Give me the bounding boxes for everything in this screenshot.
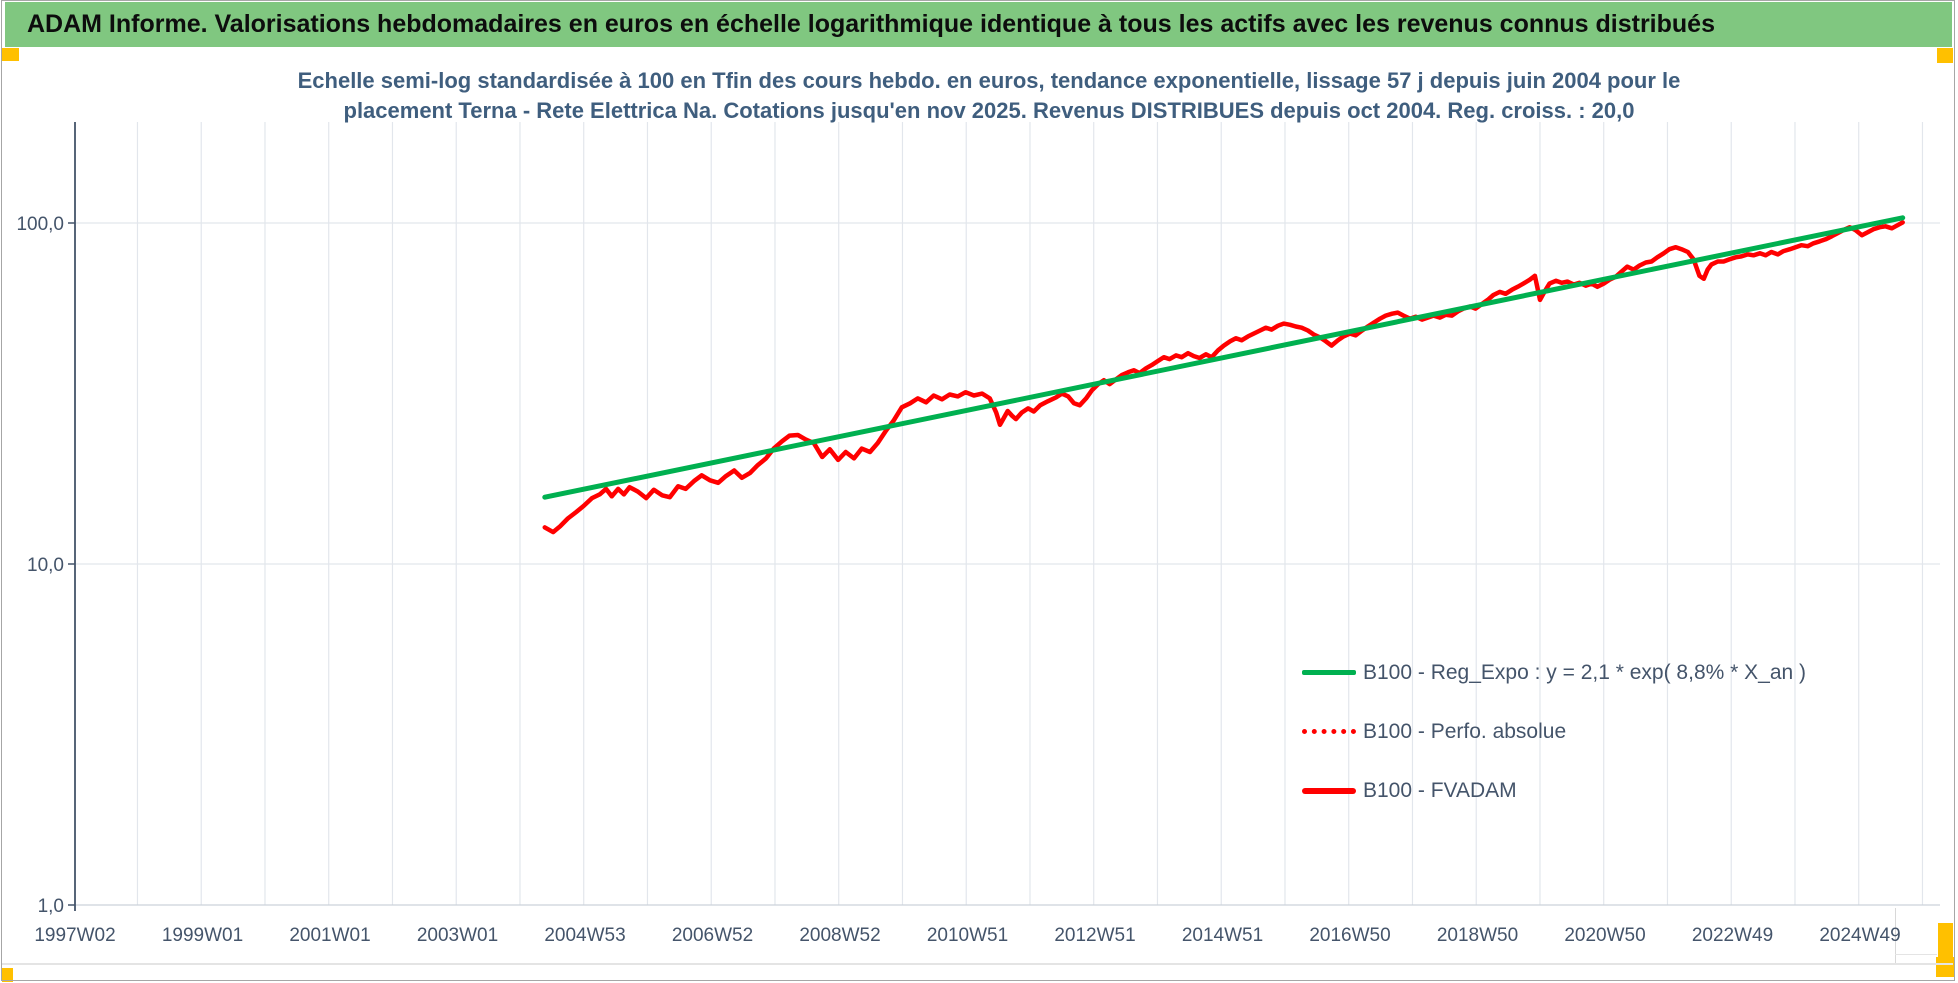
series-line-2 [542,220,1905,535]
x-tick-label: 2014W51 [1182,925,1263,946]
sheet-marker-right-strip [1938,923,1953,957]
sheet-gridline-horizontal-short [1895,954,1937,955]
y-tick-label: 1,0 [38,896,64,917]
report-title-bar: ADAM Informe. Valorisations hebdomadaire… [5,2,1952,47]
sheet-marker-bottom-left [2,968,13,982]
x-tick-label: 2012W51 [1054,925,1135,946]
x-tick-label: 2006W52 [672,925,753,946]
x-tick-label: 2022W49 [1692,925,1773,946]
legend-label: B100 - Perfo. absolue [1363,719,1567,743]
report-title: ADAM Informe. Valorisations hebdomadaire… [27,10,1715,38]
sheet-gridline-horizontal [2,963,1953,965]
y-tick-label: 100,0 [16,214,64,235]
legend: B100 - Reg_Expo : y = 2,1 * exp( 8,8% * … [1302,643,1806,820]
chart-title: Echelle semi-log standardisée à 100 en T… [229,66,1749,126]
x-tick-label: 2018W50 [1437,925,1518,946]
legend-item-perfo-absolue: B100 - Perfo. absolue [1302,702,1806,761]
sheet-marker-top-left [2,48,19,61]
x-tick-label: 2010W51 [927,925,1008,946]
sheet-gridline-vertical [1895,908,1896,963]
sheet-marker-top-right [1937,48,1953,63]
x-tick-label: 2004W53 [544,925,625,946]
green-line-swatch-icon [1302,670,1356,675]
red-line-swatch-icon [1302,787,1356,794]
legend-item-reg-expo: B100 - Reg_Expo : y = 2,1 * exp( 8,8% * … [1302,643,1806,702]
legend-label: B100 - Reg_Expo : y = 2,1 * exp( 8,8% * … [1363,660,1807,684]
x-tick-label: 2003W01 [417,925,498,946]
legend-label: B100 - FVADAM [1363,778,1517,802]
x-tick-label: 2020W50 [1564,925,1645,946]
x-tick-label: 1999W01 [162,925,243,946]
x-tick-label: 1997W02 [34,925,115,946]
y-tick-label: 10,0 [27,555,64,576]
red-dotted-swatch-icon [1302,729,1356,734]
x-tick-label: 2001W01 [289,925,370,946]
x-tick-label: 2008W52 [799,925,880,946]
chart-title-line1: Echelle semi-log standardisée à 100 en T… [297,68,1681,93]
x-tick-label: 2024W49 [1819,925,1900,946]
x-tick-label: 2016W50 [1309,925,1390,946]
chart-title-line2: placement Terna - Rete Elettrica Na. Cot… [343,98,1635,123]
series-line-0 [542,215,1906,500]
sheet-marker-bottom-right [1936,957,1954,977]
legend-item-fvadam: B100 - FVADAM [1302,761,1806,820]
